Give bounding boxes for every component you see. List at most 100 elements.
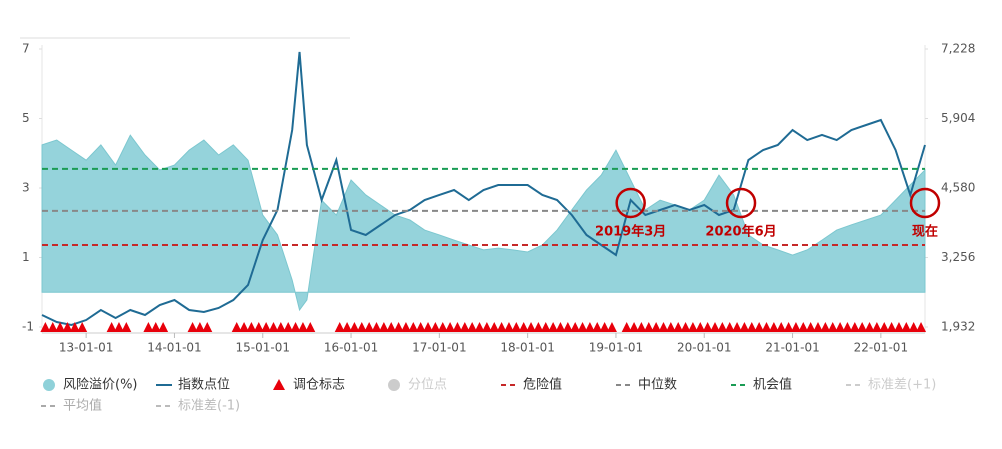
x-tick-label: 13-01-01 xyxy=(59,341,113,355)
rebalance-marker xyxy=(901,322,912,332)
rebalance-marker xyxy=(548,322,559,332)
x-tick-label: 15-01-01 xyxy=(236,341,290,355)
y2-tick-label: 3,256 xyxy=(941,250,975,264)
rebalance-marker xyxy=(533,322,544,332)
rebalance-marker xyxy=(474,322,485,332)
rebalance-marker xyxy=(695,322,706,332)
y-tick-label: 3 xyxy=(22,181,30,195)
rebalance-marker xyxy=(378,322,389,332)
rebalance-marker xyxy=(452,322,463,332)
rebalance-marker xyxy=(400,322,411,332)
rebalance-marker xyxy=(592,322,603,332)
rebalance-marker xyxy=(268,322,279,332)
rebalance-marker xyxy=(356,322,367,332)
rebalance-marker xyxy=(599,322,610,332)
rebalance-marker xyxy=(467,322,478,332)
rebalance-marker xyxy=(584,322,595,332)
rebalance-marker xyxy=(334,322,345,332)
rebalance-marker xyxy=(77,322,88,332)
legend-label: 平均值 xyxy=(63,398,102,414)
rebalance-marker xyxy=(813,322,824,332)
rebalance-marker xyxy=(798,322,809,332)
legend-item[interactable]: 调仓标志 xyxy=(273,378,345,393)
rebalance-marker xyxy=(305,322,316,332)
rebalance-marker xyxy=(459,322,470,332)
legend-label: 机会值 xyxy=(753,377,792,393)
rebalance-marker xyxy=(540,322,551,332)
rebalance-marker xyxy=(437,322,448,332)
legend-swatch xyxy=(388,379,400,391)
rebalance-marker xyxy=(820,322,831,332)
rebalance-marker xyxy=(805,322,816,332)
x-tick-label: 22-01-01 xyxy=(854,341,908,355)
legend-label: 调仓标志 xyxy=(293,378,345,393)
rebalance-marker xyxy=(239,322,250,332)
x-tick-label: 17-01-01 xyxy=(412,341,466,355)
rebalance-marker xyxy=(143,322,154,332)
rebalance-marker xyxy=(555,322,566,332)
rebalance-marker xyxy=(246,322,257,332)
legend-label: 指数点位 xyxy=(178,378,230,393)
y-tick-label: 5 xyxy=(22,111,30,125)
rebalance-marker xyxy=(113,322,124,332)
rebalance-marker xyxy=(349,322,360,332)
rebalance-marker xyxy=(835,322,846,332)
annotation-label: 2020年6月 xyxy=(705,223,776,239)
x-tick-label: 18-01-01 xyxy=(500,341,554,355)
rebalance-marker xyxy=(629,322,640,332)
legend-item[interactable]: 平均值 xyxy=(41,398,102,414)
rebalance-marker xyxy=(916,322,927,332)
rebalance-marker xyxy=(790,322,801,332)
rebalance-marker xyxy=(702,322,713,332)
rebalance-marker xyxy=(290,322,301,332)
legend-item[interactable]: 分位点 xyxy=(388,378,447,393)
legend-item[interactable]: 危险值 xyxy=(501,377,562,393)
rebalance-marker xyxy=(503,322,514,332)
rebalance-marker xyxy=(187,322,198,332)
legend-label: 危险值 xyxy=(523,377,562,393)
rebalance-marker xyxy=(827,322,838,332)
rebalance-marker xyxy=(879,322,890,332)
rebalance-marker xyxy=(231,322,242,332)
rebalance-marker xyxy=(783,322,794,332)
legend-label: 标准差(+1) xyxy=(868,378,936,393)
rebalance-marker xyxy=(158,322,169,332)
legend-swatch xyxy=(273,379,285,390)
rebalance-marker xyxy=(717,322,728,332)
y-tick-label: 7 xyxy=(22,42,30,56)
legend-item[interactable]: 标准差(-1) xyxy=(156,399,240,414)
legend-item[interactable]: 中位数 xyxy=(616,378,677,393)
annotation-label: 现在 xyxy=(912,223,938,239)
rebalance-marker xyxy=(673,322,684,332)
legend-label: 标准差(-1) xyxy=(178,399,240,414)
legend-item[interactable]: 标准差(+1) xyxy=(846,378,936,393)
legend-item[interactable]: 机会值 xyxy=(731,377,792,393)
rebalance-marker xyxy=(754,322,765,332)
rebalance-marker xyxy=(732,322,743,332)
rebalance-marker xyxy=(849,322,860,332)
rebalance-marker xyxy=(570,322,581,332)
rebalance-marker xyxy=(658,322,669,332)
annotation-label: 2019年3月 xyxy=(595,223,666,239)
rebalance-marker xyxy=(842,322,853,332)
rebalance-marker xyxy=(150,322,161,332)
rebalance-marker xyxy=(709,322,720,332)
rebalance-marker xyxy=(364,322,375,332)
rebalance-marker xyxy=(69,322,80,332)
rebalance-marker xyxy=(643,322,654,332)
rebalance-marker xyxy=(606,322,617,332)
legend-swatch xyxy=(43,379,55,391)
x-tick-label: 14-01-01 xyxy=(147,341,201,355)
rebalance-marker xyxy=(908,322,919,332)
index-line xyxy=(41,51,926,327)
legend-item[interactable]: 风险溢价(%) xyxy=(43,378,138,393)
legend: 风险溢价(%) 指数点位 调仓标志 分位点 危险值 中位数 机会值 标准差(+1) 平均值 标准差… xyxy=(41,377,936,414)
rebalance-marker xyxy=(636,322,647,332)
rebalance-marker xyxy=(55,322,66,332)
rebalance-marker xyxy=(886,322,897,332)
rebalance-marker xyxy=(415,322,426,332)
legend-item[interactable]: 指数点位 xyxy=(156,378,230,393)
legend-label: 分位点 xyxy=(408,378,447,393)
rebalance-marker xyxy=(724,322,735,332)
rebalance-marker xyxy=(371,322,382,332)
